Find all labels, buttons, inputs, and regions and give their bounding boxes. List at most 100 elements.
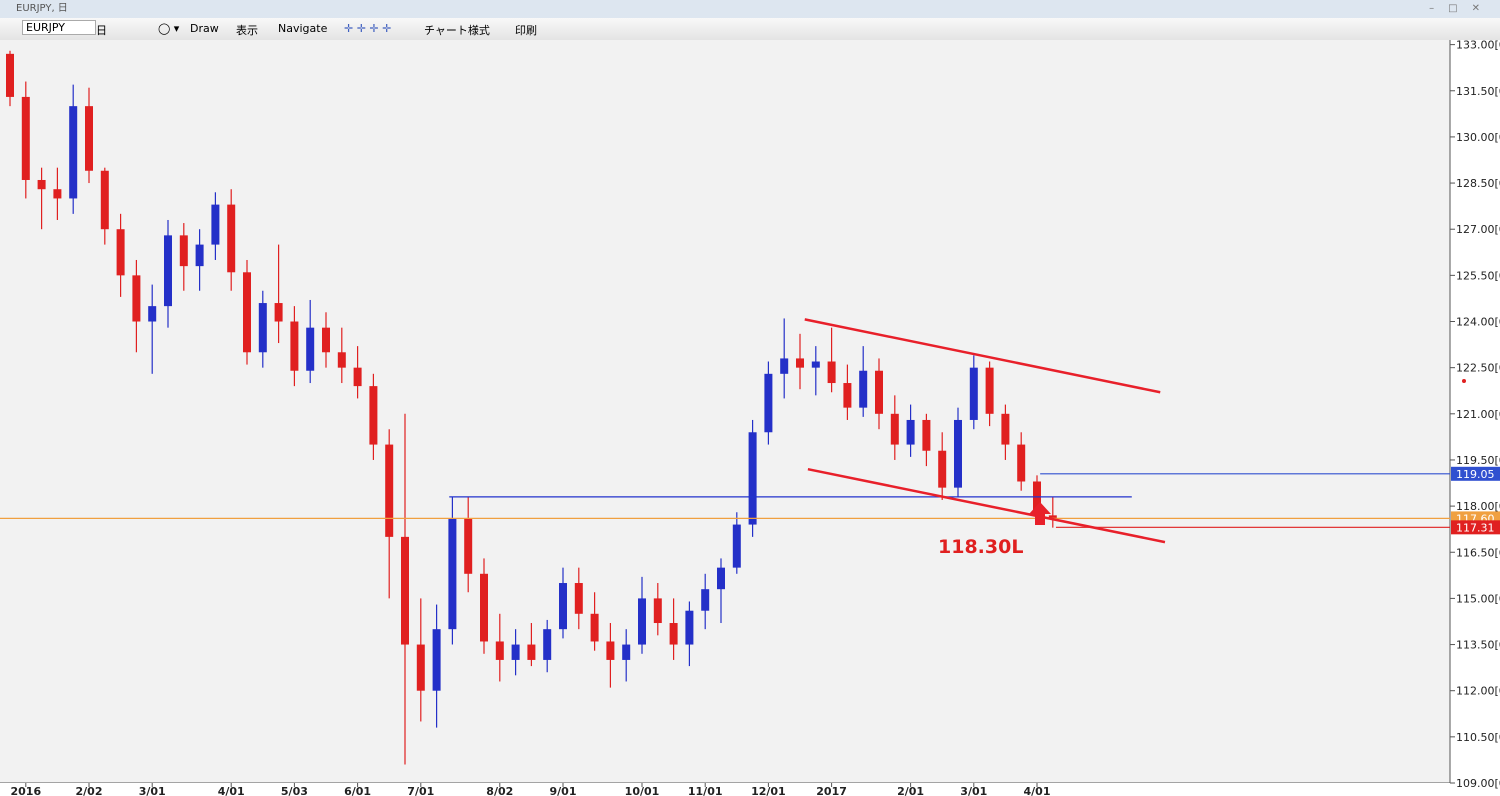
circle-tool[interactable]: ◯ ▾ <box>158 22 180 35</box>
annotation: 118.30L <box>938 536 1023 558</box>
candle-body <box>432 629 441 691</box>
window-buttons[interactable]: –□✕ <box>1429 3 1494 14</box>
candle-body <box>859 370 868 408</box>
crosshair-tools[interactable]: ✛ ✛ ✛ ✛ <box>344 22 392 35</box>
candle-body <box>796 358 804 368</box>
y-tick-label: 109.00[0 <box>1456 777 1500 790</box>
y-tick-label: 113.50[0 <box>1456 639 1500 652</box>
candle-body <box>495 641 504 660</box>
x-tick-label: 7/01 <box>407 785 434 796</box>
title-bar: EURJPY, 日 –□✕ <box>0 0 1500 18</box>
candle-body <box>732 524 741 568</box>
x-tick-label: 2/02 <box>76 785 103 796</box>
candle-body <box>574 583 583 614</box>
candle-body <box>401 536 409 645</box>
chart-style-menu[interactable]: チャート様式 <box>424 24 490 37</box>
candle-body <box>100 170 109 230</box>
draw-menu[interactable]: Draw <box>190 22 219 35</box>
print-menu[interactable]: 印刷 <box>515 24 537 37</box>
candle-body <box>211 204 220 245</box>
candle-body <box>606 641 615 660</box>
candle-body <box>337 352 346 368</box>
time-axis <box>0 783 1450 796</box>
y-tick-label: 122.50[0 <box>1456 362 1500 375</box>
candle-body <box>179 235 188 267</box>
candle-body <box>938 450 947 488</box>
x-tick-label: 12/01 <box>751 785 786 796</box>
y-tick-label: 118.00[0 <box>1456 500 1500 513</box>
candle-body <box>6 53 14 97</box>
candle-body <box>985 367 994 414</box>
candle-body <box>543 629 552 660</box>
candle-body <box>132 275 141 322</box>
candle-body <box>195 244 204 267</box>
candle-body <box>969 367 978 420</box>
candle-body <box>116 229 125 276</box>
x-tick-label: 4/01 <box>218 785 245 796</box>
y-tick-label: 121.00[0 <box>1456 408 1500 421</box>
candle-body <box>954 419 962 488</box>
toolbar: EURJPY 日 ◯ ▾ Draw 表示 Navigate ✛ ✛ ✛ ✛ チャ… <box>0 18 1500 41</box>
candle-body <box>527 644 536 660</box>
candle-body <box>559 583 567 630</box>
candle-body <box>590 613 599 642</box>
x-tick-label: 6/01 <box>344 785 371 796</box>
x-tick-label: 3/01 <box>139 785 166 796</box>
y-tick-label: 110.50[0 <box>1456 731 1500 744</box>
view-menu[interactable]: 表示 <box>236 24 258 37</box>
price-tag-label: 119.05 <box>1456 468 1495 481</box>
candle-body <box>164 235 172 307</box>
y-tick-label: 112.00[0 <box>1456 685 1500 698</box>
candle-body <box>53 189 62 199</box>
x-tick-label: 4/01 <box>1024 785 1051 796</box>
candle-body <box>875 370 883 414</box>
arrow <box>1029 502 1051 525</box>
y-tick-label: 128.50[0 <box>1456 177 1500 190</box>
x-tick-label: 10/01 <box>625 785 660 796</box>
candle-body <box>69 106 78 199</box>
candle-body <box>701 589 710 611</box>
y-tick-label: 124.00[0 <box>1456 316 1500 329</box>
candle-body <box>306 327 315 371</box>
candle-body <box>290 321 299 371</box>
x-tick-label: 9/01 <box>550 785 577 796</box>
window-title: EURJPY, 日 <box>16 3 68 14</box>
candle-body <box>906 419 915 445</box>
x-tick-label: 5/03 <box>281 785 308 796</box>
candle-body <box>464 518 473 574</box>
y-tick-label: 119.50[0 <box>1456 454 1500 467</box>
symbol-select[interactable]: EURJPY <box>22 20 96 35</box>
candle-body <box>717 567 725 590</box>
candle-body <box>448 518 457 630</box>
plot-area <box>0 40 1450 783</box>
candle-body <box>1048 515 1057 519</box>
price-tag <box>1451 520 1500 535</box>
candle-body <box>416 644 425 691</box>
period-select[interactable]: 日 <box>96 24 107 37</box>
y-tick-label: 127.00[0 <box>1456 223 1500 236</box>
candle-body <box>811 361 820 368</box>
candle-body <box>37 179 46 190</box>
candle-body <box>385 444 394 537</box>
candle-body <box>685 610 694 645</box>
candle-body <box>480 573 488 642</box>
candle-body <box>258 303 267 353</box>
candle-body <box>243 272 251 353</box>
navigate-menu[interactable]: Navigate <box>278 22 328 35</box>
chart: 133.00[0 131.50[0 130.00[0 128.50[0 127.00[0… <box>0 40 1500 796</box>
price-tag <box>1451 466 1500 481</box>
candle-body <box>511 644 520 660</box>
candle-body <box>1001 413 1010 445</box>
x-tick-label: 2016 <box>10 785 41 796</box>
candle-body <box>780 358 789 374</box>
candle-body <box>669 623 678 645</box>
candle-body <box>1017 444 1026 482</box>
price-axis <box>1450 40 1500 796</box>
y-tick-label: 130.00[0 <box>1456 131 1500 144</box>
candle-body <box>21 96 30 180</box>
marker-dot <box>1462 379 1466 383</box>
x-tick-label: 11/01 <box>688 785 723 796</box>
candle-body <box>369 386 378 445</box>
candle-body <box>890 413 899 445</box>
